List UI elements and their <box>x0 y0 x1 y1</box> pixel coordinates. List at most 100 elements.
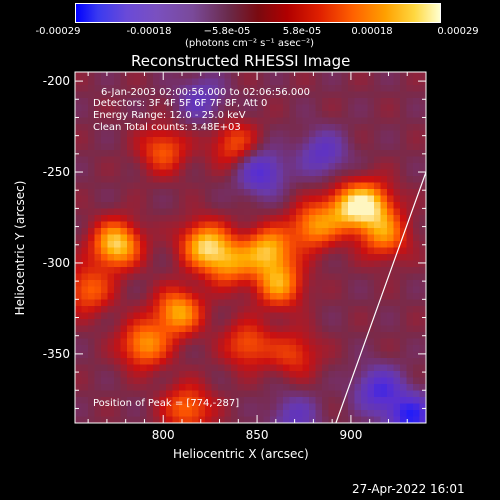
heatmap-cell <box>185 384 193 391</box>
heatmap-cell <box>211 124 219 131</box>
heatmap-cell <box>244 98 251 105</box>
heatmap-cell <box>185 397 193 404</box>
heatmap-cell <box>289 104 297 112</box>
heatmap-cell <box>328 384 336 391</box>
heatmap-cell <box>276 215 284 222</box>
heatmap-cell <box>315 221 323 229</box>
heatmap-cell <box>159 137 167 144</box>
heatmap-cell <box>88 117 95 125</box>
heatmap-cell <box>296 345 303 352</box>
heatmap-cell <box>380 390 388 398</box>
heatmap-cell <box>270 85 277 92</box>
heatmap-cell <box>166 371 173 378</box>
heatmap-cell <box>75 85 82 92</box>
heatmap-cell <box>387 234 394 242</box>
heatmap-cell <box>283 384 290 391</box>
heatmap-cell <box>75 299 82 307</box>
heatmap-cell <box>146 351 154 359</box>
heatmap-cell <box>107 293 115 300</box>
heatmap-cell <box>250 130 258 138</box>
heatmap-cell <box>302 228 310 235</box>
heatmap-cell <box>387 403 394 411</box>
heatmap-cell <box>348 260 355 268</box>
heatmap-cell <box>218 390 225 398</box>
heatmap-cell <box>237 312 245 320</box>
heatmap-cell <box>94 397 102 404</box>
heatmap-cell <box>257 312 264 320</box>
heatmap-cell <box>224 377 232 385</box>
heatmap-cell <box>387 156 394 164</box>
heatmap-cell <box>192 351 199 359</box>
heatmap-cell <box>348 364 355 372</box>
heatmap-cell <box>88 111 95 118</box>
heatmap-cell <box>133 312 141 320</box>
heatmap-cell <box>81 221 89 229</box>
heatmap-cell <box>341 286 349 294</box>
heatmap-cell <box>315 410 323 417</box>
heatmap-cell <box>198 208 206 216</box>
heatmap-cell <box>133 228 141 235</box>
heatmap-cell <box>289 332 297 339</box>
heatmap-cell <box>250 221 258 229</box>
heatmap-cell <box>231 169 238 177</box>
heatmap-cell <box>120 286 128 294</box>
heatmap-cell <box>309 267 316 274</box>
heatmap-cell <box>296 91 303 99</box>
heatmap-cell <box>393 91 401 99</box>
heatmap-cell <box>198 241 206 248</box>
heatmap-cell <box>361 189 368 196</box>
heatmap-cell <box>231 150 238 157</box>
heatmap-cell <box>276 273 284 281</box>
heatmap-cell <box>205 260 212 268</box>
heatmap-cell <box>114 228 121 235</box>
heatmap-cell <box>198 273 206 281</box>
heatmap-cell <box>257 397 264 404</box>
heatmap-cell <box>419 416 426 423</box>
heatmap-cell <box>231 143 238 151</box>
heatmap-cell <box>244 150 251 157</box>
heatmap-cell <box>192 384 199 391</box>
heatmap-cell <box>296 195 303 203</box>
heatmap-cell <box>257 72 264 79</box>
heatmap-cell <box>315 150 323 157</box>
heatmap-cell <box>127 111 134 118</box>
heatmap-cell <box>127 91 134 99</box>
heatmap-cell <box>348 319 355 326</box>
heatmap-cell <box>88 234 95 242</box>
heatmap-cell <box>250 215 258 222</box>
heatmap-cell <box>205 364 212 372</box>
heatmap-cell <box>75 130 82 138</box>
heatmap-cell <box>94 325 102 333</box>
heatmap-cell <box>133 299 141 307</box>
heatmap-cell <box>400 241 407 248</box>
heatmap-cell <box>224 267 232 274</box>
heatmap-cell <box>120 91 128 99</box>
heatmap-cell <box>94 182 102 190</box>
heatmap-cell <box>172 247 180 255</box>
heatmap-cell <box>406 163 414 170</box>
heatmap-cell <box>296 189 303 196</box>
heatmap-cell <box>270 234 277 242</box>
heatmap-cell <box>315 319 323 326</box>
heatmap-cell <box>198 358 206 365</box>
heatmap-cell <box>374 78 381 86</box>
heatmap-cell <box>140 221 147 229</box>
heatmap-cell <box>328 273 336 281</box>
heatmap-cell <box>309 273 316 281</box>
heatmap-cell <box>133 137 141 144</box>
heatmap-cell <box>419 221 426 229</box>
heatmap-cell <box>107 78 115 86</box>
heatmap-cell <box>341 150 349 157</box>
heatmap-cell <box>159 208 167 216</box>
heatmap-cell <box>257 371 264 378</box>
heatmap-cell <box>211 195 219 203</box>
heatmap-cell <box>328 221 336 229</box>
heatmap-cell <box>335 254 342 261</box>
heatmap-cell <box>309 143 316 151</box>
heatmap-cell <box>315 189 323 196</box>
heatmap-cell <box>81 325 89 333</box>
heatmap-cell <box>302 137 310 144</box>
heatmap-cell <box>263 124 271 131</box>
heatmap-cell <box>341 124 349 131</box>
heatmap-cell <box>153 234 160 242</box>
